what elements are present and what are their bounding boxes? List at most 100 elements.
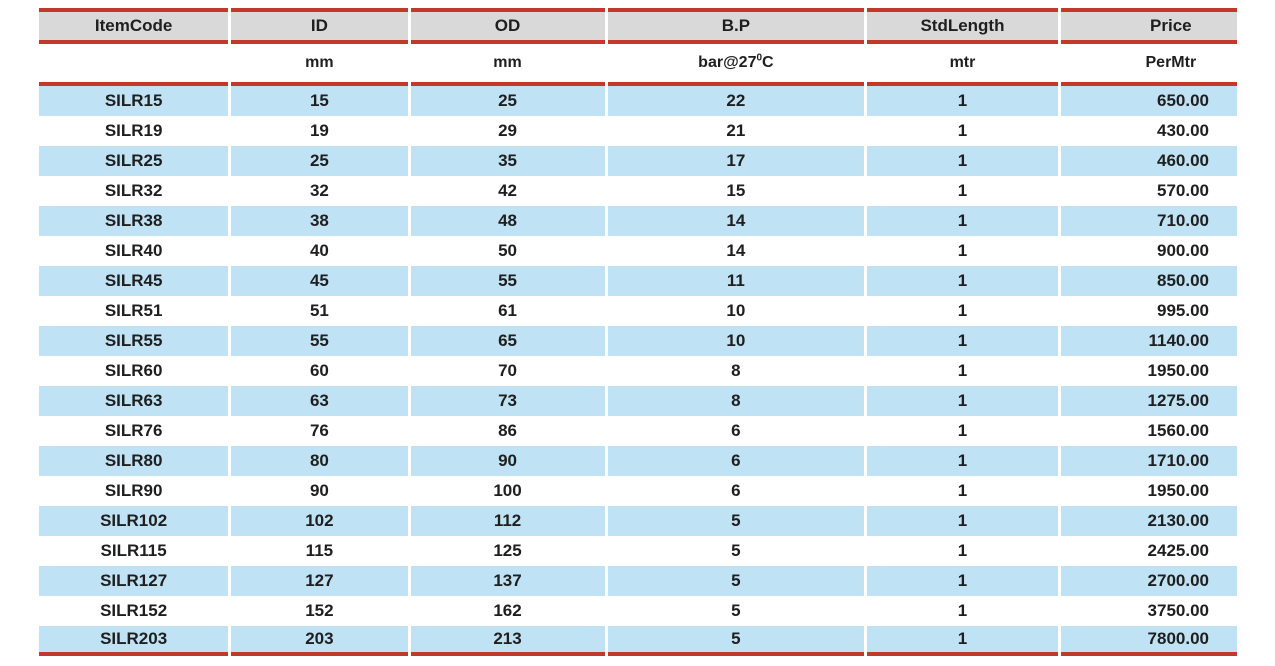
cell-bp: 6 [607,446,865,476]
cell-bp: 22 [607,86,865,116]
cell-price: 1710.00 [1060,446,1237,476]
cell-std_length: 1 [867,536,1058,566]
table-row: SILR32 32 42 15 1 570.00 [39,176,1237,206]
cell-bp: 5 [607,626,865,656]
column-header-id: ID [231,8,408,44]
cell-id: 45 [231,266,408,296]
column-unit-item_code [39,44,229,86]
column-header-price: Price [1060,8,1237,44]
table-row: SILR25 25 35 17 1 460.00 [39,146,1237,176]
cell-od: 137 [410,566,605,596]
cell-item_code: SILR40 [39,236,229,266]
cell-std_length: 1 [867,86,1058,116]
table-row: SILR115 115 125 5 1 2425.00 [39,536,1237,566]
cell-od: 86 [410,416,605,446]
column-header-bp: B.P [607,8,865,44]
table-row: SILR90 90 100 6 1 1950.00 [39,476,1237,506]
column-unit-id: mm [231,44,408,86]
cell-price: 1560.00 [1060,416,1237,446]
cell-price: 570.00 [1060,176,1237,206]
cell-id: 80 [231,446,408,476]
cell-item_code: SILR115 [39,536,229,566]
cell-od: 65 [410,326,605,356]
cell-od: 90 [410,446,605,476]
header-row: ItemCode ID OD B.P StdLength Price [39,8,1237,44]
cell-price: 2425.00 [1060,536,1237,566]
cell-od: 35 [410,146,605,176]
table-row: SILR51 51 61 10 1 995.00 [39,296,1237,326]
cell-item_code: SILR90 [39,476,229,506]
column-unit-std_length: mtr [867,44,1058,86]
cell-std_length: 1 [867,416,1058,446]
cell-id: 38 [231,206,408,236]
table-row: SILR203 203 213 5 1 7800.00 [39,626,1237,656]
cell-price: 900.00 [1060,236,1237,266]
cell-od: 61 [410,296,605,326]
cell-bp: 5 [607,566,865,596]
cell-std_length: 1 [867,596,1058,626]
cell-price: 850.00 [1060,266,1237,296]
cell-item_code: SILR51 [39,296,229,326]
cell-item_code: SILR76 [39,416,229,446]
cell-bp: 8 [607,386,865,416]
cell-bp: 6 [607,416,865,446]
cell-std_length: 1 [867,446,1058,476]
cell-od: 55 [410,266,605,296]
cell-price: 1950.00 [1060,476,1237,506]
cell-item_code: SILR55 [39,326,229,356]
cell-price: 650.00 [1060,86,1237,116]
cell-price: 1140.00 [1060,326,1237,356]
cell-price: 7800.00 [1060,626,1237,656]
table-row: SILR40 40 50 14 1 900.00 [39,236,1237,266]
cell-id: 51 [231,296,408,326]
cell-price: 3750.00 [1060,596,1237,626]
cell-id: 60 [231,356,408,386]
cell-std_length: 1 [867,386,1058,416]
cell-bp: 8 [607,356,865,386]
cell-od: 70 [410,356,605,386]
cell-id: 102 [231,506,408,536]
table-header: ItemCode ID OD B.P StdLength Price mm mm bar@27… [39,8,1237,86]
cell-od: 213 [410,626,605,656]
table-row: SILR19 19 29 21 1 430.00 [39,116,1237,146]
cell-bp: 6 [607,476,865,506]
cell-bp: 5 [607,506,865,536]
price-table: ItemCode ID OD B.P StdLength Price mm mm bar@27… [36,8,1240,656]
cell-item_code: SILR38 [39,206,229,236]
cell-od: 50 [410,236,605,266]
cell-std_length: 1 [867,566,1058,596]
cell-od: 112 [410,506,605,536]
cell-std_length: 1 [867,296,1058,326]
cell-id: 127 [231,566,408,596]
cell-id: 152 [231,596,408,626]
table-row: SILR102 102 112 5 1 2130.00 [39,506,1237,536]
cell-id: 32 [231,176,408,206]
cell-item_code: SILR152 [39,596,229,626]
cell-od: 73 [410,386,605,416]
table-row: SILR15 15 25 22 1 650.00 [39,86,1237,116]
cell-bp: 14 [607,236,865,266]
cell-std_length: 1 [867,326,1058,356]
cell-id: 40 [231,236,408,266]
cell-bp: 5 [607,536,865,566]
table-row: SILR80 80 90 6 1 1710.00 [39,446,1237,476]
table-row: SILR60 60 70 8 1 1950.00 [39,356,1237,386]
cell-price: 710.00 [1060,206,1237,236]
cell-item_code: SILR15 [39,86,229,116]
cell-item_code: SILR45 [39,266,229,296]
table-row: SILR63 63 73 8 1 1275.00 [39,386,1237,416]
cell-bp: 14 [607,206,865,236]
cell-price: 1275.00 [1060,386,1237,416]
cell-bp: 11 [607,266,865,296]
cell-item_code: SILR80 [39,446,229,476]
cell-item_code: SILR32 [39,176,229,206]
cell-od: 25 [410,86,605,116]
cell-id: 76 [231,416,408,446]
cell-bp: 15 [607,176,865,206]
cell-std_length: 1 [867,506,1058,536]
cell-id: 55 [231,326,408,356]
cell-id: 90 [231,476,408,506]
cell-std_length: 1 [867,476,1058,506]
cell-std_length: 1 [867,146,1058,176]
